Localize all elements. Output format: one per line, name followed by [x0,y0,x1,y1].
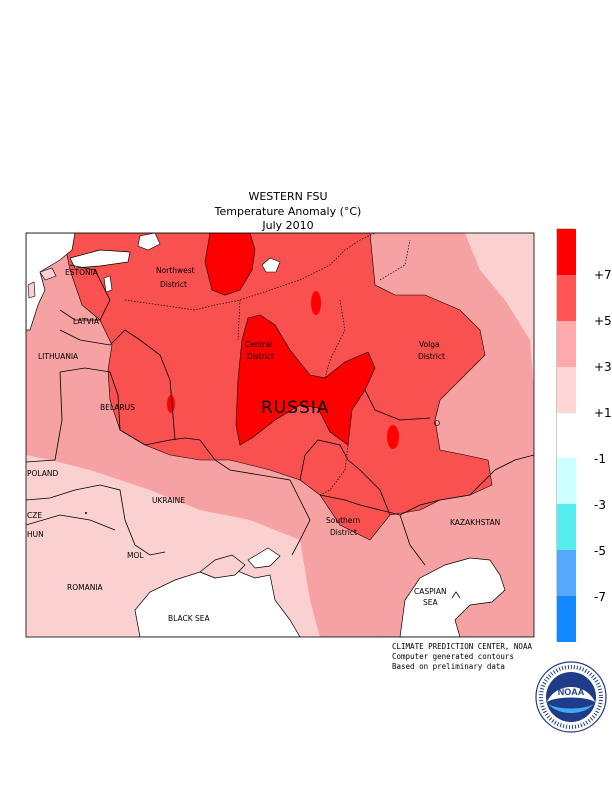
anomaly-above-7-north [205,233,255,295]
lake-peipus [103,275,113,293]
label-estonia: ESTONIA [65,268,99,277]
district-borders [124,233,411,496]
label-northwest: Northwest [156,266,195,275]
legend-swatch [557,550,576,597]
anomaly-above-7-spot-north [311,291,321,315]
legend-swatch [557,412,576,459]
lake-ladoga [137,233,161,251]
legend-tick: +5 [594,314,612,328]
legend-tick: -7 [594,590,606,604]
legend-tick: -3 [594,498,606,512]
label-romania: ROMANIA [67,583,104,592]
legend-swatch [557,504,576,551]
legend-swatch [557,274,576,321]
label-caspian-sea: SEA [423,598,438,607]
saaremaa-island [39,267,57,281]
gulf-of-finland [69,249,131,269]
credit-line: CLIMATE PREDICTION CENTER, NOAA [392,642,532,651]
legend-swatch [557,366,576,413]
label-kazakhstan: KAZAKHSTAN [450,518,500,527]
legend-tick: +3 [594,360,612,374]
map-frame [25,232,535,638]
label-central: Central [245,340,272,349]
rybinsk-reservoir [261,257,281,273]
color-legend [556,228,576,642]
label-hungary: HUN [27,530,44,539]
map-fields [26,233,534,637]
noaa-logo-text: NOAA [558,687,585,697]
label-czech: CZE [27,511,42,520]
legend-swatch [557,229,576,275]
sea-of-azov [247,547,281,569]
noaa-logo: NOAA [535,661,607,733]
legend-swatch [557,596,576,642]
label-moldova: MOL [127,551,144,560]
legend-tick: -5 [594,544,606,558]
anomaly-above-7-core [236,315,375,445]
label-northwest-district: District [160,280,187,289]
legend-tick: +1 [594,406,612,420]
credit-line: Computer generated contours [392,652,514,661]
label-ukraine: UKRAINE [152,496,185,505]
national-borders [26,264,534,566]
credit-line: Based on preliminary data [392,662,505,671]
label-lithuania: LITHUANIA [38,352,79,361]
anomaly-above-7-spot-west [167,395,175,413]
map-subtitle: Temperature Anomaly (°C) [214,205,362,218]
gotland-island [27,281,36,299]
label-caspian: CASPIAN [414,587,447,596]
label-volga-district: District [418,352,445,361]
anomaly-above-7-spot-east [387,425,399,449]
legend-tick: -1 [594,452,606,466]
lake-marker [434,420,440,426]
legend-color-bar [556,228,576,642]
label-southern: Southern [326,516,360,525]
legend-tick: +7 [594,268,612,282]
label-russia: RUSSIA [261,398,329,418]
baltic-sea [26,233,76,331]
legend-swatch [557,458,576,505]
label-latvia: LATVIA [73,317,100,326]
caspian-island-mark [451,591,461,599]
map-title: WESTERN FSU [248,190,328,203]
label-black-sea: BLACK SEA [168,614,211,623]
city-marker [85,512,87,514]
label-belarus: BELARUS [100,403,135,412]
label-central-district: District [247,352,274,361]
crimea [199,554,246,579]
map-period: July 2010 [262,219,314,232]
legend-swatch [557,320,576,367]
label-volga: Volga [419,340,440,349]
label-southern-district: District [330,528,357,537]
label-poland: POLAND [27,469,59,478]
